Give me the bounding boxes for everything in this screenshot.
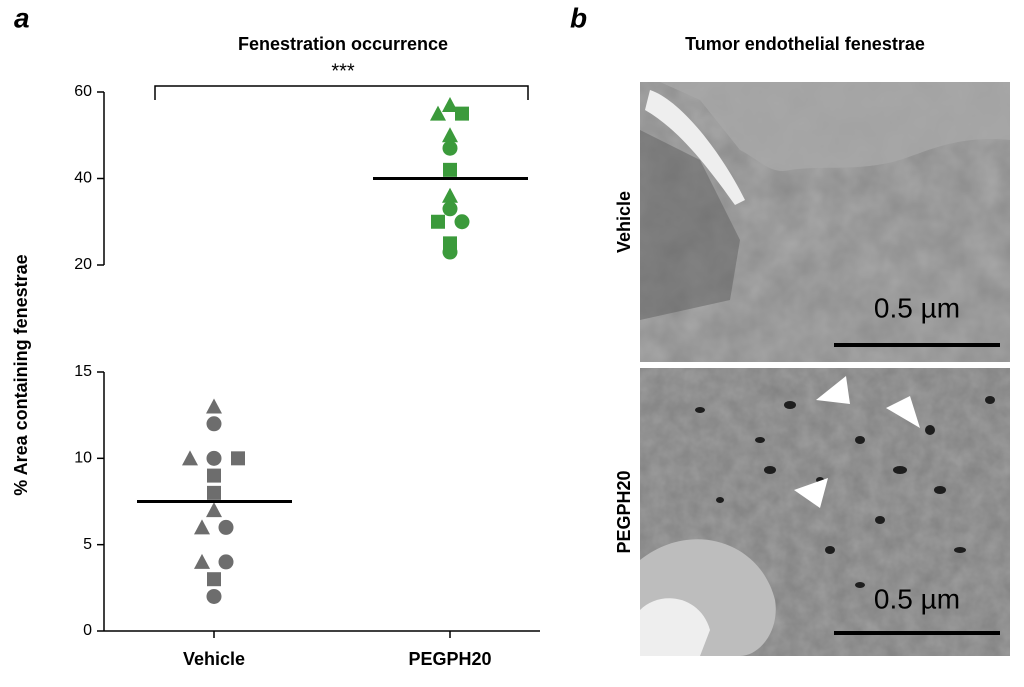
scale-bar-label: 0.5 µm bbox=[874, 292, 960, 323]
data-point bbox=[431, 214, 445, 229]
data-point bbox=[206, 416, 222, 432]
y-tick-label: 40 bbox=[74, 170, 92, 187]
y-tick-label: 15 bbox=[74, 363, 92, 380]
data-point bbox=[206, 450, 222, 466]
data-point bbox=[218, 554, 234, 570]
scale-bar-label: 0.5 µm bbox=[874, 583, 960, 614]
micrograph-vehicle bbox=[640, 82, 1010, 362]
y-tick-label: 0 bbox=[83, 622, 92, 639]
significance-bracket bbox=[154, 85, 529, 100]
data-point bbox=[454, 214, 470, 230]
data-point bbox=[206, 588, 222, 604]
data-point bbox=[231, 451, 245, 466]
data-point bbox=[182, 450, 198, 466]
data-point bbox=[207, 468, 221, 483]
micrograph-title: Tumor endothelial fenestrae bbox=[685, 34, 925, 54]
panel-label: a bbox=[14, 2, 30, 33]
y-tick-label: 20 bbox=[74, 256, 92, 273]
data-point bbox=[194, 519, 210, 535]
data-point bbox=[194, 553, 210, 569]
data-point bbox=[430, 105, 446, 121]
panel-label: b bbox=[570, 2, 587, 33]
y-tick-label: 10 bbox=[74, 450, 92, 467]
data-point bbox=[442, 96, 458, 112]
data-point bbox=[442, 127, 458, 143]
data-point bbox=[442, 140, 458, 156]
y-axis-label: % Area containing fenestrae bbox=[11, 254, 31, 495]
row-label: Vehicle bbox=[614, 191, 634, 253]
y-tick-label: 5 bbox=[83, 536, 92, 553]
x-tick-label: Vehicle bbox=[183, 649, 245, 669]
data-point bbox=[207, 572, 221, 587]
row-label: PEGPH20 bbox=[614, 470, 634, 553]
x-tick-label: PEGPH20 bbox=[408, 649, 491, 669]
data-point bbox=[207, 485, 221, 500]
data-point bbox=[442, 187, 458, 203]
data-point bbox=[206, 398, 222, 414]
data-point bbox=[218, 519, 234, 535]
data-point bbox=[455, 106, 469, 121]
data-point bbox=[206, 502, 222, 518]
data-point bbox=[442, 244, 458, 260]
data-point bbox=[443, 162, 457, 177]
chart-title: Fenestration occurrence bbox=[238, 34, 448, 54]
micrograph-pegph20 bbox=[640, 368, 1010, 656]
significance-label: *** bbox=[331, 60, 355, 82]
data-point bbox=[442, 201, 458, 217]
y-tick-label: 60 bbox=[74, 83, 92, 100]
